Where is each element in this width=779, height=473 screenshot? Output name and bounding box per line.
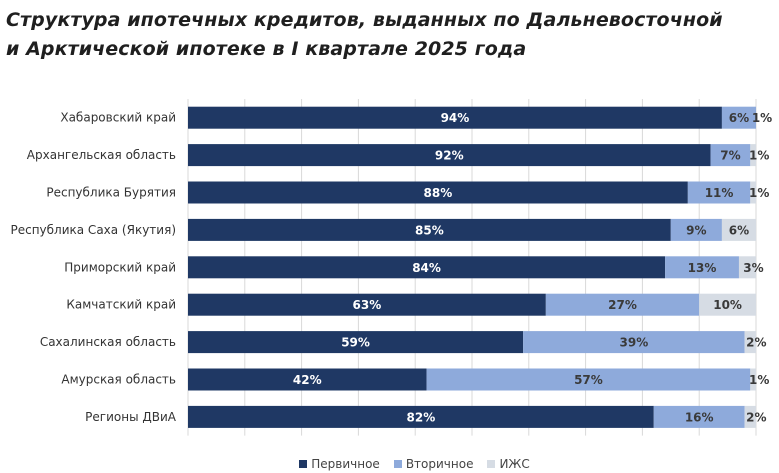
data-label: 11% <box>705 186 734 200</box>
data-label: 1% <box>749 149 769 163</box>
data-label: 42% <box>293 373 322 387</box>
data-label: 6% <box>729 111 749 125</box>
data-label: 2% <box>746 336 766 350</box>
bar-primary <box>188 218 671 241</box>
category-label: Регионы ДВиА <box>85 410 177 424</box>
data-label: 1% <box>749 186 769 200</box>
data-label: 1% <box>749 373 769 387</box>
chart-title: Структура ипотечных кредитов, выданных п… <box>6 6 723 64</box>
bar-primary <box>188 256 666 279</box>
legend: Первичное Вторичное ИЖС <box>0 457 779 471</box>
legend-swatch <box>299 460 308 468</box>
title-line-1: Структура ипотечных кредитов, выданных п… <box>6 9 723 31</box>
data-label: 84% <box>412 261 441 275</box>
category-label: Амурская область <box>61 373 176 387</box>
title-line-2: и Арктической ипотеке в I квартале 2025 … <box>6 38 527 60</box>
bar-secondary <box>687 181 751 204</box>
data-label: 1% <box>752 111 772 125</box>
bar-secondary <box>653 405 745 428</box>
bar-secondary <box>665 256 739 279</box>
data-label: 3% <box>743 261 763 275</box>
legend-swatch <box>393 460 402 468</box>
data-label: 92% <box>435 149 464 163</box>
data-label: 27% <box>608 298 637 312</box>
data-label: 6% <box>729 223 749 237</box>
bar-izhs <box>738 256 756 279</box>
bar-izhs <box>750 181 756 204</box>
legend-item: Первичное <box>299 457 380 471</box>
bar-secondary <box>426 368 751 391</box>
data-label: 59% <box>341 336 370 350</box>
bar-primary <box>188 181 688 204</box>
category-label: Архангельская область <box>27 148 176 162</box>
legend-label: Вторичное <box>405 457 474 471</box>
data-label: 85% <box>415 223 444 237</box>
bar-secondary <box>721 106 756 129</box>
bar-primary <box>188 106 722 129</box>
category-label: Республика Саха (Якутия) <box>10 223 176 237</box>
legend-item: ИЖС <box>487 457 530 471</box>
legend-item: Вторичное <box>393 457 474 471</box>
data-label: 63% <box>353 298 382 312</box>
category-label: Камчатский край <box>66 298 176 312</box>
bar-primary <box>188 144 711 167</box>
bar-primary <box>188 331 524 354</box>
bar-izhs <box>721 218 756 241</box>
data-label: 13% <box>688 261 717 275</box>
bar-izhs <box>699 293 756 316</box>
bar-izhs <box>750 144 756 167</box>
data-label: 82% <box>407 410 436 424</box>
category-label: Республика Бурятия <box>46 186 176 200</box>
data-label: 9% <box>686 223 706 237</box>
data-label: 16% <box>685 410 714 424</box>
bar-secondary <box>670 218 722 241</box>
bar-primary <box>188 293 546 316</box>
legend-label: ИЖС <box>499 457 530 471</box>
data-label: 94% <box>441 111 470 125</box>
data-label: 88% <box>424 186 453 200</box>
bar-secondary <box>545 293 700 316</box>
data-label: 57% <box>574 373 603 387</box>
category-label: Приморский край <box>64 260 176 274</box>
data-label: 10% <box>713 298 742 312</box>
bar-secondary <box>710 144 751 167</box>
data-label: 7% <box>720 149 740 163</box>
bar-izhs <box>744 331 756 354</box>
data-label: 39% <box>620 336 649 350</box>
bar-secondary <box>523 331 745 354</box>
bar-izhs <box>750 368 756 391</box>
bar-primary <box>188 368 427 391</box>
category-label: Хабаровский край <box>60 111 176 125</box>
legend-label: Первичное <box>311 457 380 471</box>
bar-primary <box>188 405 654 428</box>
category-label: Сахалинская область <box>40 335 176 349</box>
bar-izhs <box>744 405 756 428</box>
legend-swatch <box>487 460 496 468</box>
data-label: 2% <box>746 410 766 424</box>
